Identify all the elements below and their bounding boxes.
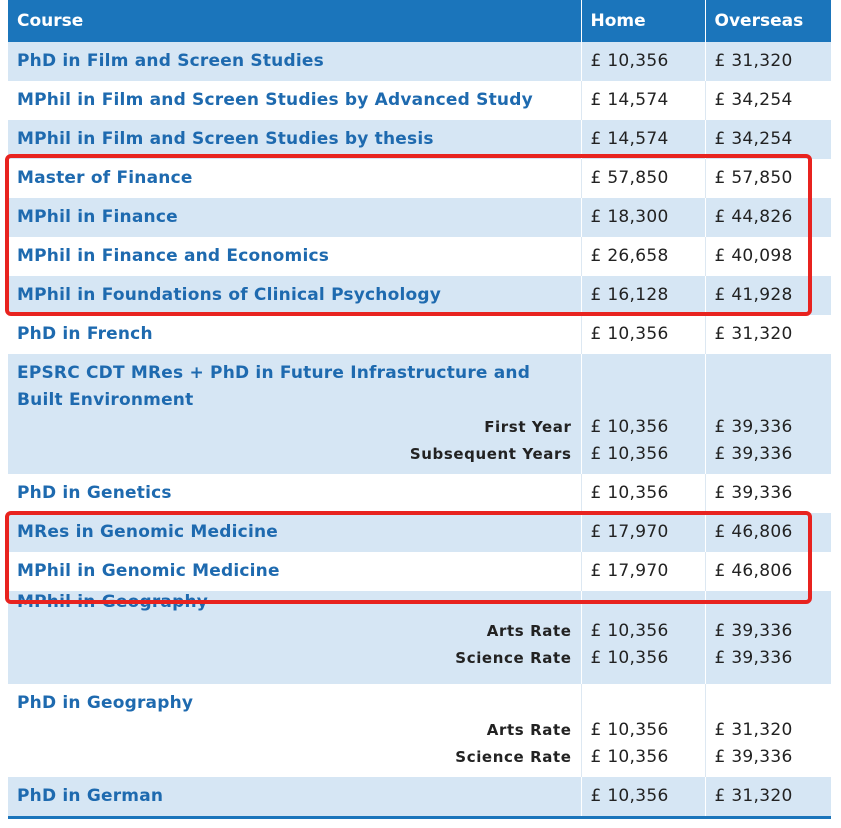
- table-row: MRes in Genomic Medicine £ 17,970 £ 46,8…: [8, 513, 831, 552]
- overseas-fee: £ 31,320: [704, 42, 831, 81]
- highlight-box-finance: [5, 154, 812, 316]
- rate-label: Subsequent Years: [409, 445, 572, 463]
- course-link[interactable]: MRes in Genomic Medicine: [17, 522, 279, 542]
- overseas-fee: £ 34,254: [704, 81, 831, 120]
- overseas-fee: £ 31,320: [704, 777, 831, 818]
- home-fee: £ 10,356: [580, 474, 705, 513]
- header-course: Course: [8, 0, 581, 42]
- table-row: EPSRC CDT MRes + PhD in Future Infrastru…: [8, 354, 831, 474]
- home-fee: £ 18,300: [580, 198, 705, 237]
- overseas-fee: £ 31,320: [704, 315, 831, 354]
- home-fee: £ 10,356: [580, 315, 705, 354]
- overseas-fee: £ 39,336: [714, 444, 793, 464]
- overseas-fee: £ 34,254: [704, 120, 831, 159]
- table-row: PhD in German £ 10,356 £ 31,320: [8, 777, 831, 818]
- course-link[interactable]: PhD in Film and Screen Studies: [17, 51, 324, 71]
- home-fee: £ 10,356: [580, 777, 705, 818]
- table-row: MPhil in Geography Arts Rate Science Rat…: [8, 591, 831, 684]
- course-link[interactable]: EPSRC CDT MRes + PhD in Future Infrastru…: [17, 360, 572, 414]
- overseas-fee: £ 39,336: [714, 621, 793, 641]
- course-link[interactable]: PhD in German: [17, 786, 164, 806]
- overseas-fee: £ 39,336: [714, 648, 793, 668]
- home-fee: £ 10,356: [590, 720, 669, 740]
- overseas-fee: £ 39,336: [704, 474, 831, 513]
- overseas-fee: £ 39,336: [714, 747, 793, 767]
- home-fee: £ 10,356: [590, 648, 669, 668]
- course-link[interactable]: MPhil in Film and Screen Studies by thes…: [17, 129, 434, 149]
- home-fee: £ 10,356: [590, 444, 669, 464]
- home-fee: £ 10,356: [590, 417, 669, 437]
- home-fee: £ 26,658: [580, 237, 705, 276]
- course-link[interactable]: Master of Finance: [17, 168, 193, 188]
- home-fee: £ 17,970: [580, 513, 705, 552]
- home-fee: £ 17,970: [580, 552, 705, 591]
- overseas-fee: £ 31,320: [714, 720, 793, 740]
- course-link[interactable]: MPhil in Foundations of Clinical Psychol…: [17, 285, 442, 305]
- home-fee: £ 10,356: [590, 747, 669, 767]
- home-fee: £ 10,356: [580, 42, 705, 81]
- table-row: MPhil in Foundations of Clinical Psychol…: [8, 276, 831, 315]
- home-fee: £ 57,850: [580, 159, 705, 198]
- course-link[interactable]: MPhil in Film and Screen Studies by Adva…: [17, 90, 533, 110]
- course-line-2: Built Environment: [17, 390, 194, 410]
- course-link[interactable]: MPhil in Finance and Economics: [17, 246, 330, 266]
- rate-label: Arts Rate: [486, 622, 572, 640]
- rate-label: First Year: [484, 418, 572, 436]
- header-home: Home: [580, 0, 705, 42]
- course-link[interactable]: MPhil in Genomic Medicine: [17, 561, 280, 581]
- header-overseas: Overseas: [704, 0, 831, 42]
- rate-label: Science Rate: [455, 649, 572, 667]
- rate-label: Science Rate: [455, 748, 572, 766]
- table-row: MPhil in Film and Screen Studies by Adva…: [8, 81, 831, 120]
- rate-label: Arts Rate: [486, 721, 572, 739]
- course-link[interactable]: PhD in French: [17, 324, 153, 344]
- home-fee: £ 14,574: [580, 81, 705, 120]
- table-row: PhD in French £ 10,356 £ 31,320: [8, 315, 831, 354]
- overseas-fee: £ 39,336: [714, 417, 793, 437]
- home-fee: £ 14,574: [580, 120, 705, 159]
- course-link[interactable]: PhD in Geography: [17, 693, 194, 713]
- course-link[interactable]: MPhil in Finance: [17, 207, 178, 227]
- table-row: MPhil in Film and Screen Studies by thes…: [8, 120, 831, 159]
- table-row: PhD in Genetics £ 10,356 £ 39,336: [8, 474, 831, 513]
- table-row: PhD in Geography Arts Rate Science Rate …: [8, 684, 831, 777]
- table-row: PhD in Film and Screen Studies £ 10,356 …: [8, 42, 831, 81]
- course-line-1: EPSRC CDT MRes + PhD in Future Infrastru…: [17, 363, 531, 383]
- highlight-box-genomic: [5, 511, 812, 604]
- home-fee: £ 10,356: [590, 621, 669, 641]
- home-fee: £ 16,128: [580, 276, 705, 315]
- fees-table: Course Home Overseas PhD in Film and Scr…: [8, 0, 831, 819]
- course-link[interactable]: PhD in Genetics: [17, 483, 172, 503]
- header-row: Course Home Overseas: [8, 0, 831, 42]
